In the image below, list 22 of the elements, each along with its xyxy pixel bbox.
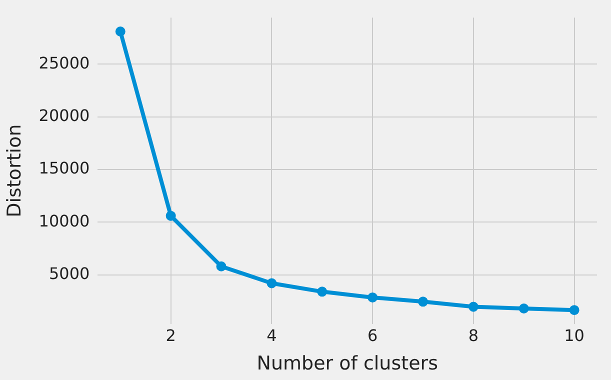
- point: [368, 292, 378, 302]
- x-tick-label: 10: [564, 326, 584, 345]
- point: [166, 210, 176, 221]
- x-axis-title: Number of clusters: [256, 352, 438, 375]
- point: [418, 296, 428, 307]
- point: [115, 26, 126, 37]
- x-tick-label: 4: [266, 326, 277, 345]
- point: [216, 261, 226, 272]
- point: [468, 302, 478, 312]
- y-tick-label: 15000: [38, 158, 90, 178]
- y-tick-label: 10000: [38, 211, 90, 230]
- point: [518, 304, 529, 314]
- x-tick-label: 2: [166, 326, 176, 345]
- x-tick-label: 8: [468, 326, 479, 345]
- y-tick-label: 5000: [48, 264, 90, 283]
- point: [266, 278, 277, 288]
- y-tick-label: 20000: [38, 106, 90, 125]
- y-tick-label: 25000: [38, 53, 90, 72]
- point: [569, 305, 580, 316]
- x-tick-label: 6: [367, 326, 378, 345]
- y-axis-title: Distortion: [3, 124, 26, 218]
- point: [317, 286, 328, 297]
